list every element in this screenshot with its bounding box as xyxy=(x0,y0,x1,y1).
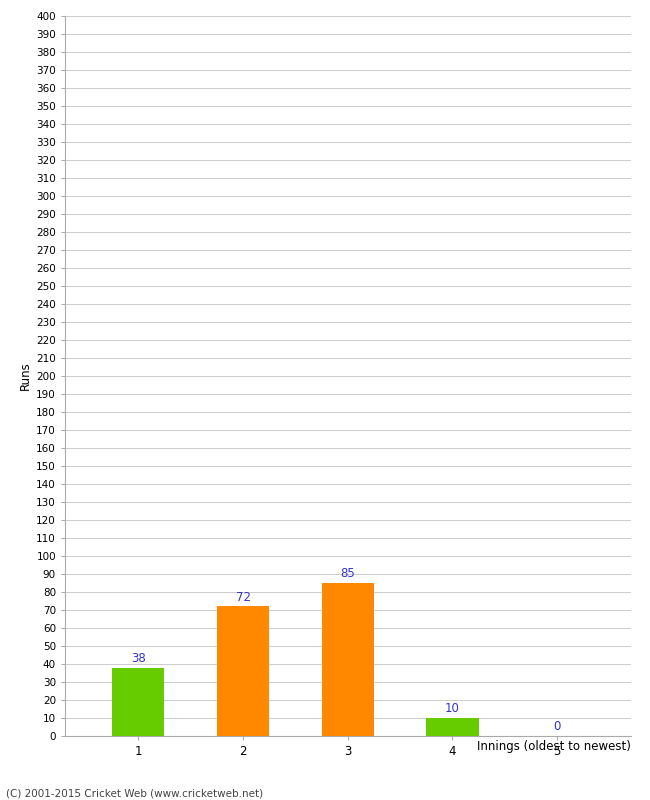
Bar xyxy=(322,583,374,736)
Text: 85: 85 xyxy=(341,567,355,580)
Bar xyxy=(217,606,269,736)
Bar xyxy=(112,667,164,736)
Bar xyxy=(426,718,478,736)
Text: 10: 10 xyxy=(445,702,460,715)
Text: 0: 0 xyxy=(554,720,561,734)
Text: 72: 72 xyxy=(235,590,250,604)
Text: (C) 2001-2015 Cricket Web (www.cricketweb.net): (C) 2001-2015 Cricket Web (www.cricketwe… xyxy=(6,789,264,798)
Y-axis label: Runs: Runs xyxy=(19,362,32,390)
Text: Innings (oldest to newest): Innings (oldest to newest) xyxy=(476,740,630,753)
Text: 38: 38 xyxy=(131,652,146,665)
